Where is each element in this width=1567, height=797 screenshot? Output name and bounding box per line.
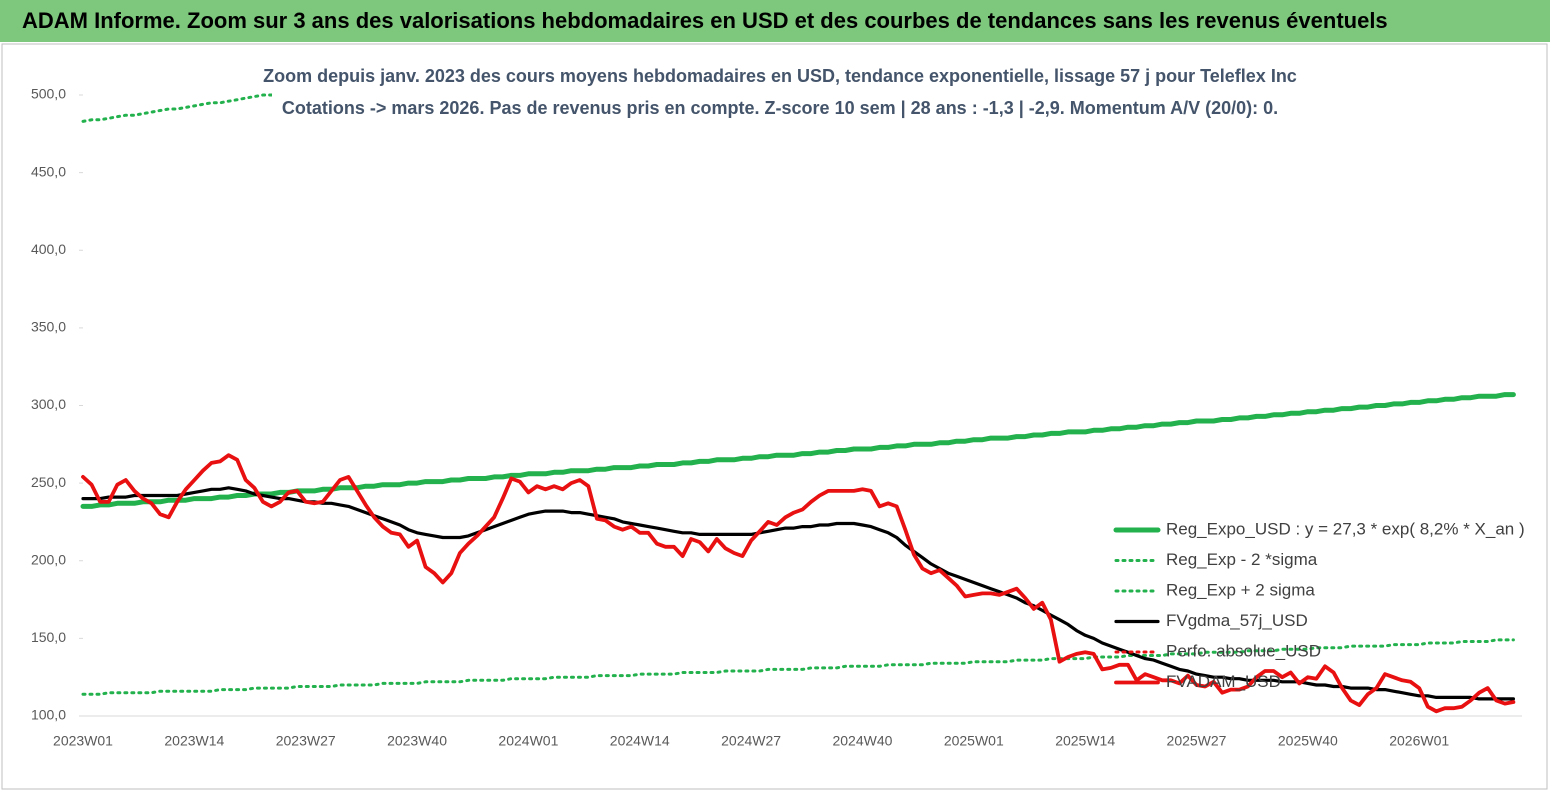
x-tick-label: 2023W14 <box>164 733 224 749</box>
grid: 100,0 150,0 200,0 250,0 300,0 350,0 400,0 450,0… <box>31 86 1522 749</box>
chart-title: ADAM Informe. Zoom sur 3 ans des valoris… <box>22 8 1388 33</box>
x-tick-label: 2023W40 <box>387 733 447 749</box>
y-tick-label: 100,0 <box>31 707 66 723</box>
y-tick-label: 500,0 <box>31 86 66 102</box>
x-tick-label: 2025W01 <box>944 733 1004 749</box>
x-tick-label: 2024W14 <box>610 733 670 749</box>
x-tick-label: 2023W01 <box>53 733 113 749</box>
x-tick-label: 2025W40 <box>1278 733 1338 749</box>
legend-label: Reg_Expo_USD : y = 27,3 * exp( 8,2% * X_… <box>1166 519 1525 538</box>
x-tick-label: 2024W40 <box>832 733 892 749</box>
overlay: Zoom depuis janv. 2023 des cours moyens … <box>263 60 1525 691</box>
legend-label: Perfo. absolue_USD <box>1166 641 1321 660</box>
x-tick-label: 2024W01 <box>498 733 558 749</box>
plot <box>80 93 1516 714</box>
legend-label: FVADAM_USD <box>1166 672 1281 691</box>
chart-frame <box>1 43 1548 790</box>
series-line <box>81 638 1515 696</box>
series-line <box>81 453 1516 714</box>
subtitle: Cotations -> mars 2026. Pas de revenus p… <box>282 98 1278 118</box>
x-tick-label: 2023W27 <box>276 733 336 749</box>
x-tick-label: 2025W14 <box>1055 733 1115 749</box>
subtitle: Zoom depuis janv. 2023 des cours moyens … <box>263 66 1297 86</box>
legend-label: Reg_Exp + 2 sigma <box>1166 580 1315 599</box>
title-bar <box>0 0 1550 42</box>
y-tick-label: 350,0 <box>31 319 66 335</box>
y-tick-label: 450,0 <box>31 163 66 179</box>
legend-label: Reg_Exp - 2 *sigma <box>1166 550 1318 569</box>
x-tick-label: 2026W01 <box>1389 733 1449 749</box>
x-tick-label: 2024W27 <box>721 733 781 749</box>
x-tick-label: 2025W27 <box>1167 733 1227 749</box>
y-tick-label: 300,0 <box>31 396 66 412</box>
subtitle-background <box>272 60 1290 128</box>
y-tick-label: 150,0 <box>31 629 66 645</box>
legend-label: FVgdma_57j_USD <box>1166 611 1308 630</box>
y-tick-label: 200,0 <box>31 551 66 567</box>
series-line <box>80 392 1516 509</box>
y-tick-label: 400,0 <box>31 241 66 257</box>
y-tick-label: 250,0 <box>31 474 66 490</box>
